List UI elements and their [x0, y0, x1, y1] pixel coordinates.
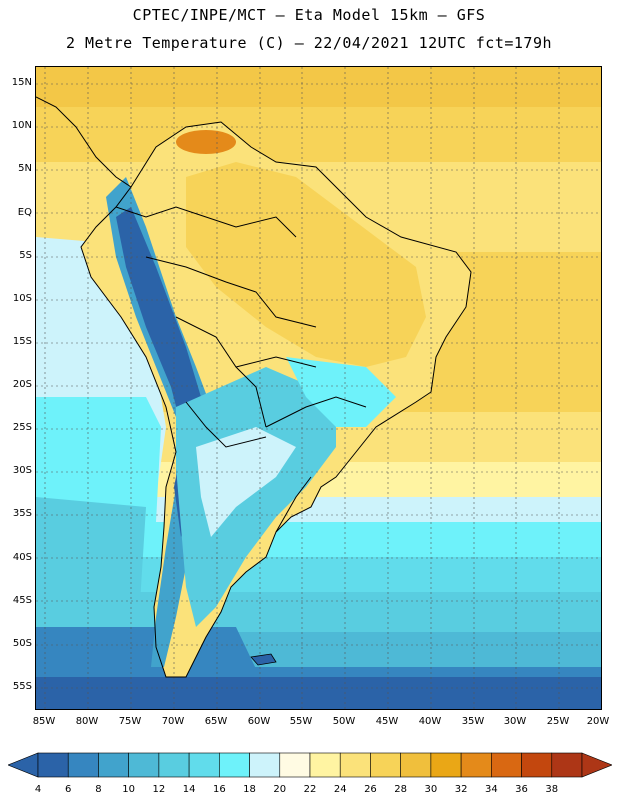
lon-label-50w: 50W: [332, 716, 356, 727]
colorbar-swatch: [400, 752, 432, 778]
temperature-map: [35, 66, 602, 710]
lat-label-10s: 10S: [12, 293, 32, 304]
colorbar-label: 10: [122, 784, 136, 795]
temperature-colorbar: [8, 752, 612, 778]
lat-label-55s: 55S: [12, 681, 32, 692]
colorbar-swatch: [188, 752, 220, 778]
graticule: [36, 67, 601, 709]
lon-label-40w: 40W: [418, 716, 442, 727]
colorbar-label: 22: [303, 784, 317, 795]
colorbar-swatch: [430, 752, 462, 778]
colorbar-label: 4: [34, 784, 42, 795]
continent-shading: [81, 122, 471, 677]
lon-label-80w: 80W: [75, 716, 99, 727]
colorbar-swatch: [67, 752, 99, 778]
lat-label-eq: EQ: [17, 207, 32, 218]
lon-label-60w: 60W: [247, 716, 271, 727]
colorbar-swatch: [309, 752, 341, 778]
colorbar-label: 36: [515, 784, 528, 795]
lat-label-45s: 45S: [12, 595, 32, 606]
colorbar-label: 16: [212, 784, 226, 795]
lat-label-35s: 35S: [12, 508, 32, 519]
colorbar-label: 24: [333, 784, 347, 795]
colorbar-label: 20: [273, 784, 287, 795]
colorbar-swatch: [339, 752, 371, 778]
lat-label-25s: 25S: [12, 422, 32, 433]
colorbar-label: 38: [545, 784, 559, 795]
lat-label-15s: 15S: [12, 336, 32, 347]
lat-label-40s: 40S: [12, 552, 32, 563]
colorbar-swatch: [249, 752, 281, 778]
lat-label-20s: 20S: [12, 379, 32, 390]
colorbar-label: 6: [65, 784, 72, 795]
colorbar-label: 30: [424, 784, 438, 795]
lon-label-35w: 35W: [461, 716, 485, 727]
lat-label-5s: 5S: [19, 250, 32, 261]
colorbar-swatch: [37, 752, 69, 778]
lon-label-65w: 65W: [204, 716, 228, 727]
lat-label-50s: 50S: [12, 638, 32, 649]
lat-label-10n: 10N: [11, 120, 32, 131]
map-title-line-2: 2 Metre Temperature (C) – 22/04/2021 12U…: [65, 34, 553, 52]
coastline-borders: [36, 96, 472, 678]
colorbar-label: 32: [454, 784, 468, 795]
colorbar-swatch: [98, 752, 129, 778]
colorbar-swatch: [219, 752, 250, 778]
colorbar-label: 18: [243, 784, 256, 795]
colorbar-swatch: [521, 752, 553, 778]
map-title-line-1: CPTEC/INPE/MCT – Eta Model 15km – GFS: [132, 6, 486, 24]
colorbar-label: 34: [484, 784, 498, 795]
colorbar-swatch: [551, 752, 583, 778]
colorbar-swatch: [279, 752, 311, 778]
lon-label-70w: 70W: [161, 716, 185, 727]
colorbar-label: 8: [95, 784, 102, 795]
lon-label-75w: 75W: [118, 716, 142, 727]
colorbar-left-arrow: [8, 752, 39, 778]
colorbar-label: 26: [364, 784, 377, 795]
lon-label-20w: 20W: [586, 716, 610, 727]
colorbar-label: 28: [394, 784, 408, 795]
lon-label-55w: 55W: [289, 716, 313, 727]
lon-label-25w: 25W: [546, 716, 570, 727]
colorbar-swatch: [460, 752, 492, 778]
colorbar-right-arrow: [581, 752, 612, 778]
lat-label-5n: 5N: [18, 163, 32, 174]
lon-label-45w: 45W: [375, 716, 399, 727]
colorbar-label: 14: [182, 784, 196, 795]
falkland-islands: [250, 653, 277, 666]
colorbar-swatch: [370, 752, 401, 778]
colorbar-label: 12: [152, 784, 166, 795]
lat-label-30s: 30S: [12, 465, 32, 476]
colorbar-swatch: [158, 752, 190, 778]
lat-label-15n: 15N: [11, 77, 32, 88]
lon-label-85w: 85W: [32, 716, 56, 727]
lon-label-30w: 30W: [503, 716, 527, 727]
colorbar-swatch: [128, 752, 160, 778]
colorbar-swatch: [491, 752, 522, 778]
